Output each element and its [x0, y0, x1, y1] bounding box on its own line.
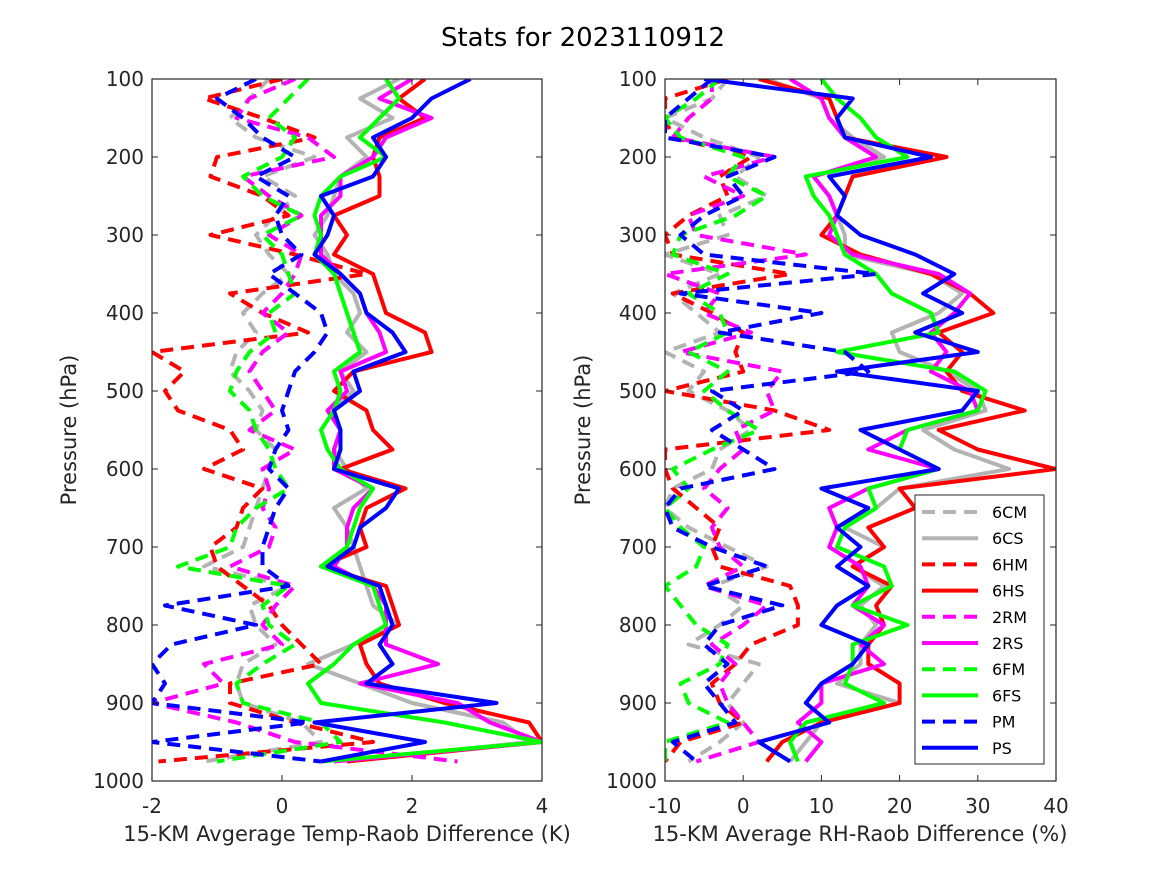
temp-y-tick-label: 800 — [106, 613, 144, 637]
temp-x-tick-label: 4 — [536, 794, 549, 818]
legend-label-6cm: 6CM — [992, 503, 1027, 522]
legend-label-6fs: 6FS — [992, 686, 1021, 705]
rh-series-6hm — [665, 79, 832, 763]
rh-x-tick-label: 20 — [887, 794, 912, 818]
legend-label-6hm: 6HM — [992, 555, 1028, 574]
temp-series-pm — [152, 79, 330, 764]
temp-series-6hs — [319, 79, 542, 764]
temp-y-tick-label: 500 — [106, 379, 144, 403]
temp-y-tick-label: 300 — [106, 223, 144, 247]
legend-label-6hs: 6HS — [992, 582, 1024, 601]
legend-label-2rs: 2RS — [992, 634, 1023, 653]
rh-series-ps — [703, 79, 980, 764]
temp-series-2rm — [152, 79, 458, 764]
rh-x-tick-label: 30 — [965, 794, 990, 818]
legend-box — [914, 494, 1045, 765]
legend-label-ps: PS — [992, 739, 1012, 758]
rh-x-tick-label: -10 — [649, 794, 682, 818]
chart-title: Stats for 2023110912 — [441, 23, 725, 53]
temp-y-axis-label: Pressure (hPa) — [57, 355, 81, 506]
legend-label-pm: PM — [992, 713, 1015, 732]
temp-plot-area — [152, 79, 542, 781]
temp-x-tick-label: -2 — [142, 794, 162, 818]
temp-axis-ticks: -2 0 2 4 100 200 300 400 500 600 700 800 900 1000 — [93, 67, 548, 818]
legend-label-6cs: 6CS — [992, 529, 1024, 548]
temp-x-tick-label: 2 — [406, 794, 419, 818]
temp-series-canvas — [152, 79, 542, 764]
rh-x-tick-label: 10 — [809, 794, 834, 818]
temp-series-ps — [312, 79, 499, 764]
temp-y-tick-label: 600 — [106, 457, 144, 481]
temp-y-tick-label: 200 — [106, 145, 144, 169]
rh-x-tick-label: 40 — [1043, 794, 1068, 818]
temp-axis-box — [151, 78, 543, 782]
rh-x-tick-label: 0 — [737, 794, 750, 818]
rh-y-tick-label: 300 — [619, 223, 657, 247]
legend-items: 6CM 6CS 6HM 6HS 2RM 2RS 6FM 6FS PM PS — [922, 503, 1028, 758]
rh-y-tick-label: 1000 — [606, 769, 657, 793]
temp-y-tick-label: 1000 — [93, 769, 144, 793]
temp-panel: -2 0 2 4 100 200 300 400 500 600 700 800 900 1000 15-… — [57, 67, 571, 846]
rh-axis-ticks: -10 0 10 20 30 40 100 200 300 400 500 600 700 800 900 1… — [606, 67, 1069, 818]
rh-y-tick-label: 400 — [619, 301, 657, 325]
rh-series-pm — [665, 79, 879, 764]
rh-y-tick-label: 800 — [619, 613, 657, 637]
temp-series-6hm — [152, 79, 375, 764]
legend: 6CM 6CS 6HM 6HS 2RM 2RS 6FM 6FS PM PS — [914, 494, 1045, 765]
temp-series-6fm — [176, 79, 343, 764]
temp-y-tick-label: 400 — [106, 301, 144, 325]
temp-x-tick-label: 0 — [276, 794, 289, 818]
rh-y-tick-label: 700 — [619, 535, 657, 559]
temp-y-tick-label: 100 — [106, 67, 144, 91]
rh-y-axis-label: Pressure (hPa) — [571, 355, 595, 506]
rh-series-canvas — [665, 79, 1056, 764]
rh-y-tick-label: 100 — [619, 67, 657, 91]
rh-series-6fs — [788, 79, 988, 763]
temp-x-axis-label: 15-KM Avgerage Temp-Raob Difference (K) — [123, 822, 571, 846]
legend-label-2rm: 2RM — [992, 608, 1027, 627]
rh-x-axis-label: 15-KM Average RH-Raob Difference (%) — [653, 822, 1068, 846]
temp-y-tick-label: 900 — [106, 691, 144, 715]
rh-series-6fm — [665, 79, 769, 762]
rh-series-2rm — [665, 79, 808, 764]
rh-panel: -10 0 10 20 30 40 100 200 300 400 500 600 700 800 900 1… — [571, 67, 1069, 846]
temp-series-2rs — [319, 79, 542, 764]
temp-y-tick-label: 700 — [106, 535, 144, 559]
legend-label-6fm: 6FM — [992, 660, 1025, 679]
rh-y-tick-label: 600 — [619, 457, 657, 481]
rh-y-tick-label: 900 — [619, 691, 657, 715]
rh-y-tick-label: 500 — [619, 379, 657, 403]
rh-axis-box — [664, 78, 1057, 782]
rh-y-tick-label: 200 — [619, 145, 657, 169]
rh-series-6hs — [758, 79, 1056, 763]
